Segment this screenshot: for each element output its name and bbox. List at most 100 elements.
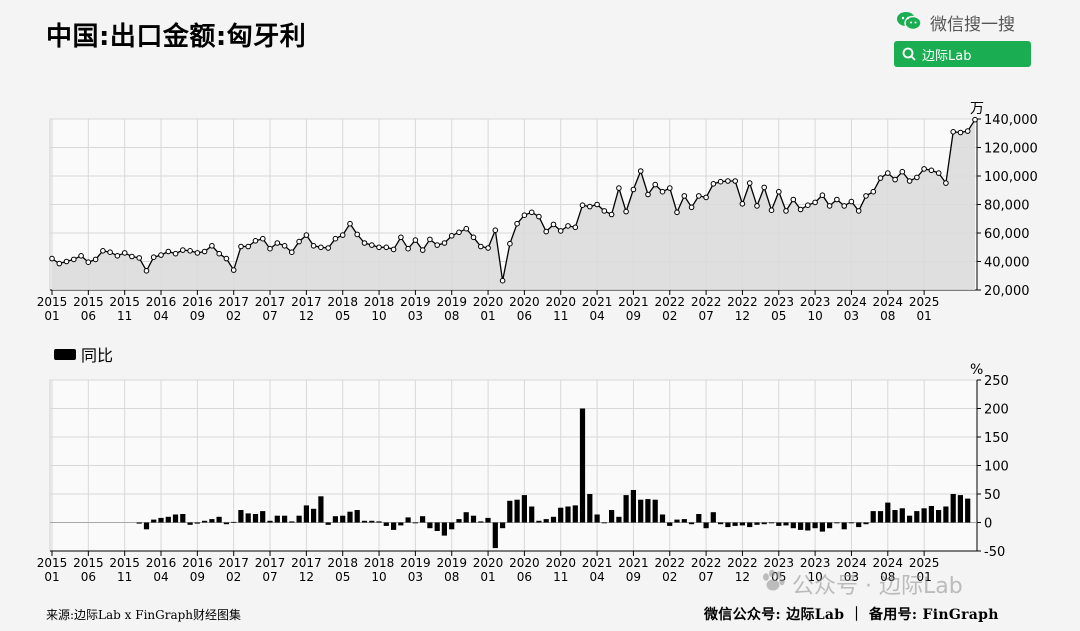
data-point [478, 243, 484, 250]
bar [776, 522, 782, 526]
data-point [448, 233, 455, 239]
footer-account-info: 微信公众号: 边际Lab ｜ 备用号: FinGraph [704, 607, 999, 623]
data-point [390, 246, 397, 253]
bar [492, 522, 498, 549]
bar [885, 502, 891, 523]
data-point [85, 259, 92, 266]
bar [594, 514, 600, 523]
x-tick-label-year: 2023 [763, 556, 794, 570]
bar [165, 516, 171, 523]
data-point [892, 176, 898, 183]
bar [623, 495, 629, 523]
bar [834, 522, 840, 524]
data-point [267, 245, 273, 252]
bar [550, 516, 557, 523]
data-point [906, 178, 913, 184]
data-point [536, 213, 542, 220]
data-point [616, 185, 622, 191]
x-tick-label-month: 09 [190, 570, 205, 584]
bar [710, 512, 716, 523]
bar [957, 495, 963, 523]
data-point [863, 193, 869, 199]
bar [907, 515, 913, 523]
x-tick-label-month: 05 [771, 309, 786, 323]
x-tick-label-year: 2017 [255, 295, 286, 309]
bar [231, 521, 237, 523]
data-point [696, 193, 702, 199]
bar [449, 522, 455, 530]
bar [143, 522, 150, 530]
watermark-text: 公众号 · 边际Lab [792, 574, 963, 599]
data-point [921, 166, 927, 172]
bar [202, 520, 208, 523]
bar [863, 522, 869, 525]
x-tick-label-year: 2018 [327, 295, 358, 309]
data-point [100, 248, 106, 254]
bar [914, 511, 920, 523]
x-tick-label-year: 2017 [218, 295, 249, 309]
data-point [361, 240, 368, 246]
data-point [303, 232, 310, 238]
bar [347, 511, 353, 523]
bar [601, 522, 607, 524]
data-point [180, 247, 186, 253]
search-box[interactable]: 边际Lab [894, 41, 1031, 67]
data-point [790, 196, 797, 203]
bar [267, 520, 273, 523]
bar [652, 499, 658, 523]
bar [841, 522, 847, 530]
bar [529, 506, 535, 523]
x-tick-label-month: 07 [262, 570, 277, 584]
data-point [950, 129, 957, 135]
x-tick-label-month: 03 [408, 570, 423, 584]
bar [187, 522, 193, 525]
data-point [281, 243, 288, 249]
data-point [761, 184, 768, 191]
data-point [528, 209, 535, 216]
data-point [63, 258, 70, 265]
x-tick-label-month: 12 [299, 309, 314, 323]
bar [754, 522, 760, 525]
x-tick-label-year: 2015 [37, 295, 68, 309]
bar [616, 516, 622, 523]
bar [332, 516, 338, 523]
bar [739, 522, 745, 526]
x-tick-label-year: 2025 [909, 295, 940, 309]
data-point [674, 209, 680, 216]
data-point [667, 185, 673, 191]
data-point [805, 202, 811, 208]
data-point [594, 201, 600, 208]
data-point [245, 243, 251, 250]
bar [819, 522, 825, 532]
bar [943, 506, 949, 523]
y-tick-label: 150 [984, 431, 1009, 446]
search-icon [902, 47, 916, 61]
data-point [834, 196, 840, 203]
x-tick-label-month: 03 [844, 570, 859, 584]
data-point [296, 238, 302, 245]
data-point [318, 244, 324, 251]
x-tick-label-year: 2019 [400, 295, 431, 309]
data-point [150, 254, 157, 261]
bar [732, 522, 738, 526]
data-point [652, 181, 659, 188]
bar [391, 522, 397, 530]
data-point [957, 129, 964, 136]
x-tick-label-month: 09 [190, 309, 205, 323]
x-tick-label-month: 12 [299, 570, 314, 584]
x-tick-label-month: 01 [480, 570, 495, 584]
x-tick-label-year: 2024 [873, 556, 904, 570]
bar [194, 522, 200, 524]
wechat-icon [896, 11, 922, 35]
data-point [238, 243, 244, 250]
y-tick-label: 80,000 [984, 199, 1030, 214]
bar [812, 522, 818, 529]
data-point [870, 188, 877, 195]
x-tick-label-month: 11 [553, 570, 568, 584]
data-point [659, 188, 666, 195]
x-tick-label-month: 10 [807, 309, 822, 323]
bar [383, 522, 389, 526]
data-point [456, 229, 462, 236]
x-tick-label-month: 02 [662, 309, 677, 323]
bar [354, 510, 360, 523]
